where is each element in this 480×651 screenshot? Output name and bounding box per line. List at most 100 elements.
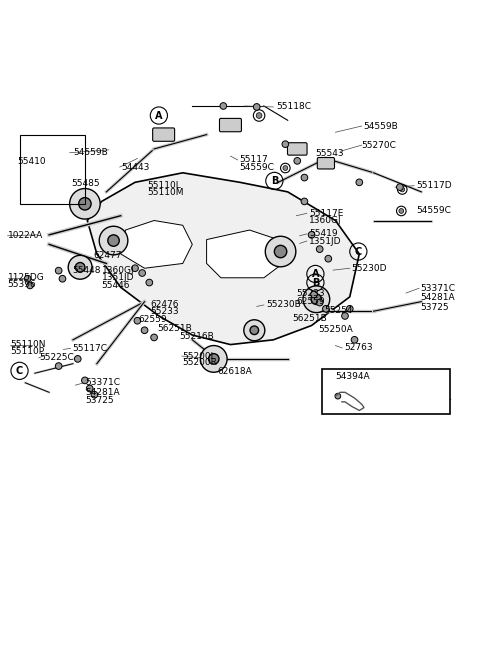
Text: 56251B: 56251B bbox=[292, 314, 327, 324]
Text: 55117: 55117 bbox=[239, 156, 268, 165]
Circle shape bbox=[301, 198, 308, 205]
Circle shape bbox=[294, 158, 300, 164]
Text: 54443: 54443 bbox=[121, 163, 150, 172]
Text: 55396: 55396 bbox=[8, 281, 36, 290]
Text: 55110L: 55110L bbox=[147, 181, 180, 190]
Text: 55200R: 55200R bbox=[183, 358, 217, 367]
Circle shape bbox=[282, 141, 288, 148]
Text: 1360GJ: 1360GJ bbox=[309, 216, 342, 225]
Text: 54559B: 54559B bbox=[73, 148, 108, 158]
Circle shape bbox=[396, 184, 403, 191]
Circle shape bbox=[208, 353, 219, 364]
Text: 62476: 62476 bbox=[151, 299, 179, 309]
Circle shape bbox=[151, 334, 157, 340]
Polygon shape bbox=[120, 221, 192, 268]
Circle shape bbox=[283, 165, 288, 171]
Text: 53371C: 53371C bbox=[420, 284, 456, 293]
Text: 53725: 53725 bbox=[420, 303, 449, 312]
Text: 54281A: 54281A bbox=[420, 294, 455, 302]
Polygon shape bbox=[206, 230, 283, 278]
Bar bbox=[322, 369, 450, 414]
Text: 54394A: 54394A bbox=[336, 372, 370, 381]
Circle shape bbox=[70, 189, 100, 219]
FancyBboxPatch shape bbox=[153, 128, 175, 141]
Circle shape bbox=[59, 275, 66, 282]
Circle shape bbox=[301, 174, 308, 181]
Text: 55225C: 55225C bbox=[39, 353, 74, 363]
Text: A: A bbox=[312, 269, 319, 279]
Circle shape bbox=[134, 318, 141, 324]
Circle shape bbox=[342, 312, 348, 319]
Text: 55110M: 55110M bbox=[147, 188, 183, 197]
Text: 55230D: 55230D bbox=[351, 264, 387, 273]
Text: 55233: 55233 bbox=[151, 307, 180, 316]
Text: 62618A: 62618A bbox=[217, 367, 252, 376]
Text: 56251B: 56251B bbox=[157, 324, 192, 333]
Text: 55117E: 55117E bbox=[309, 209, 344, 218]
Circle shape bbox=[146, 279, 153, 286]
Text: 54559C: 54559C bbox=[417, 206, 452, 215]
Text: 1360GJ: 1360GJ bbox=[102, 266, 134, 275]
Circle shape bbox=[303, 286, 330, 312]
Circle shape bbox=[132, 265, 138, 271]
Text: 55254: 55254 bbox=[324, 306, 353, 314]
Circle shape bbox=[108, 235, 119, 246]
Text: B: B bbox=[271, 176, 278, 186]
Text: C: C bbox=[355, 247, 362, 256]
Circle shape bbox=[325, 255, 332, 262]
Circle shape bbox=[79, 198, 91, 210]
Text: 55250A: 55250A bbox=[319, 325, 353, 334]
Circle shape bbox=[335, 393, 341, 399]
Circle shape bbox=[75, 262, 85, 272]
Text: 55448: 55448 bbox=[72, 266, 100, 275]
Circle shape bbox=[311, 294, 322, 305]
Circle shape bbox=[91, 391, 98, 398]
FancyBboxPatch shape bbox=[219, 118, 241, 132]
Text: 55110N: 55110N bbox=[10, 340, 46, 349]
Circle shape bbox=[24, 275, 31, 282]
Text: 54559C: 54559C bbox=[239, 163, 274, 172]
Text: 55233: 55233 bbox=[296, 289, 325, 298]
Circle shape bbox=[82, 377, 88, 383]
Text: 55419: 55419 bbox=[309, 229, 338, 238]
Text: 1351JD: 1351JD bbox=[309, 236, 342, 245]
Text: 1351JD: 1351JD bbox=[102, 273, 134, 282]
Circle shape bbox=[351, 337, 358, 343]
Circle shape bbox=[316, 246, 323, 253]
Circle shape bbox=[141, 327, 148, 333]
Bar bbox=[20, 135, 85, 204]
Text: 55270C: 55270C bbox=[362, 141, 396, 150]
Text: 52763: 52763 bbox=[344, 344, 372, 352]
Circle shape bbox=[311, 291, 317, 298]
FancyBboxPatch shape bbox=[288, 143, 307, 155]
Circle shape bbox=[347, 305, 353, 312]
Circle shape bbox=[139, 270, 145, 276]
Text: 54281A: 54281A bbox=[85, 388, 120, 397]
Text: 53725: 53725 bbox=[85, 396, 114, 406]
Text: C: C bbox=[16, 366, 23, 376]
Text: 55117D: 55117D bbox=[417, 181, 452, 190]
Polygon shape bbox=[87, 173, 360, 344]
Text: 53371C: 53371C bbox=[85, 378, 120, 387]
Circle shape bbox=[250, 326, 259, 335]
Text: 55446: 55446 bbox=[102, 281, 130, 290]
Circle shape bbox=[400, 187, 405, 192]
Circle shape bbox=[323, 305, 329, 312]
Text: 55485: 55485 bbox=[72, 179, 100, 187]
Text: 55118C: 55118C bbox=[276, 102, 311, 111]
Text: 55543: 55543 bbox=[315, 149, 344, 158]
Circle shape bbox=[253, 104, 260, 110]
Text: 62559: 62559 bbox=[296, 297, 325, 306]
Text: 54559B: 54559B bbox=[363, 122, 398, 130]
Text: 1022AA: 1022AA bbox=[8, 231, 43, 240]
Text: A: A bbox=[155, 111, 163, 120]
Circle shape bbox=[27, 282, 34, 289]
Circle shape bbox=[356, 179, 363, 186]
Text: 55117C: 55117C bbox=[72, 344, 107, 353]
Text: 55410: 55410 bbox=[17, 158, 46, 166]
Text: 55200L: 55200L bbox=[183, 352, 216, 361]
Circle shape bbox=[265, 236, 296, 267]
Circle shape bbox=[399, 208, 404, 214]
Circle shape bbox=[244, 320, 265, 340]
Circle shape bbox=[308, 232, 315, 238]
